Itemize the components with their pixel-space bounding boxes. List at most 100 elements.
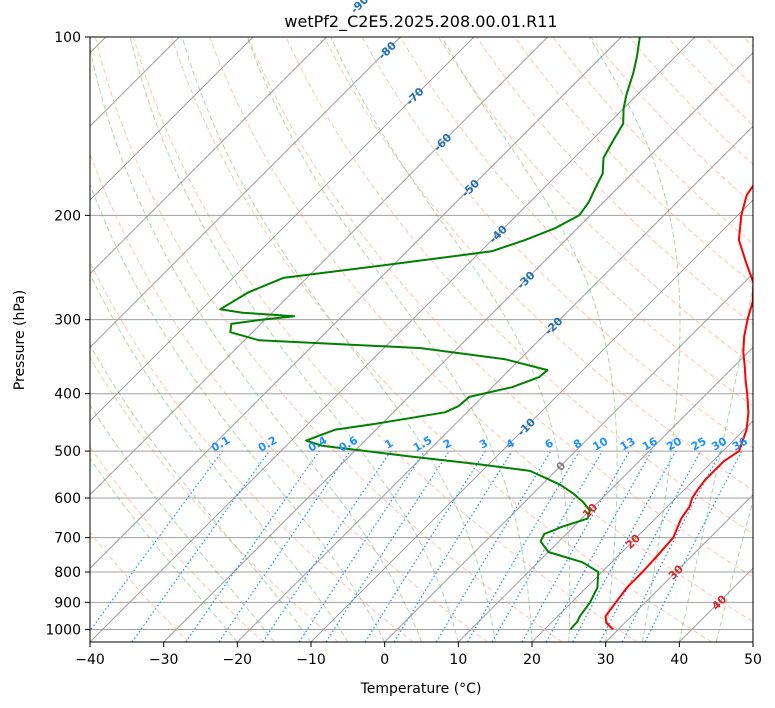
mixing-ratio-line: [325, 450, 450, 642]
isotherm-line: [457, 346, 753, 642]
isotherm-label: -60: [431, 131, 454, 154]
dry-adiabat: [90, 446, 264, 642]
dry-adiabat: [399, 37, 753, 407]
isotherm-line: [310, 199, 753, 642]
x-tick-label: −40: [75, 652, 105, 668]
dry-adiabat: [285, 37, 753, 535]
moist-adiabat: [129, 37, 459, 642]
moist-adiabat: [90, 404, 275, 642]
y-tick-label: 700: [54, 531, 81, 547]
mixing-ratio-line: [262, 450, 392, 642]
dry-adiabat: [132, 37, 638, 642]
isotherm-line: [90, 37, 254, 201]
isopleth-labels: 0.10.20.40.611.52346810131620253036-100-…: [209, 0, 750, 613]
isotherm-line: [90, 37, 328, 275]
x-tick-label: −10: [296, 652, 326, 668]
dry-adiabat: [590, 37, 753, 205]
mixing-ratio-line: [185, 450, 320, 642]
x-tick-label: −20: [223, 652, 253, 668]
isotherm-line: [163, 51, 753, 642]
y-tick-label: 900: [54, 595, 81, 611]
y-tick-label: 800: [54, 565, 81, 581]
isotherm-label: 0: [554, 459, 569, 474]
dry-adiabat: [514, 37, 753, 285]
isotherm-line: [384, 272, 753, 642]
y-tick-label: 200: [54, 208, 81, 224]
isotherm-line: [90, 37, 401, 349]
isotherm-label: -40: [487, 223, 510, 246]
isotherm-label: -80: [376, 39, 399, 62]
grid-layer: [90, 37, 753, 642]
y-tick-label: 100: [54, 30, 81, 46]
mixing-ratio-line: [90, 450, 223, 632]
plot-frame: [89, 36, 754, 643]
y-tick-label: 300: [54, 313, 81, 329]
isotherm-line: [605, 493, 753, 642]
moist-adiabat: [90, 182, 386, 642]
moist-adiabat: [90, 457, 238, 642]
dry-adiabat: [437, 37, 753, 366]
mixing-ratio-label: 1: [382, 437, 395, 452]
y-tick-label: 600: [54, 491, 81, 507]
y-tick-label: 500: [54, 444, 81, 460]
dry-adiabat: [90, 356, 339, 642]
isotherm-line: [752, 641, 753, 642]
dry-adiabat: [704, 37, 753, 87]
dry-adiabat: [247, 37, 753, 578]
x-tick-label: 10: [449, 652, 467, 668]
y-axis-title: Pressure (hPa): [12, 290, 28, 390]
isotherm-line: [90, 37, 696, 642]
isotherm-label: 10: [580, 501, 600, 521]
dry-adiabat: [209, 37, 753, 623]
moist-adiabat: [246, 37, 533, 642]
mixing-ratio-line: [521, 450, 631, 642]
mixing-ratio-line: [545, 450, 653, 642]
mixing-ratio-line: [393, 450, 513, 642]
x-tick-label: 30: [597, 652, 615, 668]
dry-adiabat: [90, 260, 414, 642]
mixing-ratio-label: 4: [504, 436, 517, 451]
sounding-profile-line: [604, 183, 753, 631]
mixing-ratio-line: [218, 450, 351, 642]
moist-adiabat: [715, 499, 753, 642]
moist-adiabat: [90, 343, 312, 642]
dry-adiabat: [94, 37, 563, 642]
moist-adiabat: [441, 37, 618, 642]
x-tick-label: 40: [670, 652, 688, 668]
dry-adiabat: [666, 37, 753, 126]
mixing-ratio-line: [131, 450, 270, 642]
dry-adiabat: [90, 152, 488, 642]
mixing-ratio-line: [644, 450, 743, 642]
mixing-ratio-label: 3: [477, 437, 490, 452]
moist-adiabat: [588, 37, 681, 642]
data-layer: [219, 37, 753, 631]
moist-adiabat: [90, 46, 422, 642]
y-tick-label: 1000: [45, 622, 81, 638]
dry-adiabat: [90, 531, 190, 642]
mixing-ratio-line: [298, 450, 425, 642]
moist-adiabat: [330, 37, 571, 642]
mixing-ratio-line: [435, 450, 552, 642]
mixing-ratio-line: [466, 450, 580, 642]
isotherm-line: [236, 125, 753, 642]
mixing-ratio-line: [572, 450, 677, 642]
mixing-ratio-line: [599, 450, 702, 642]
dry-adiabat: [476, 37, 753, 325]
isotherm-label: 40: [709, 592, 729, 612]
isotherm-label: 20: [623, 531, 643, 551]
x-tick-label: −30: [149, 652, 179, 668]
dry-adiabat: [361, 37, 753, 449]
axes: −40 −30 −20 −10 0 10 20 30 40 50 1000 900 800 700 600 5…: [45, 30, 762, 668]
isotherm-label: -10: [515, 415, 538, 438]
x-axis-title: Temperature (°C): [360, 681, 482, 697]
dry-adiabat: [171, 37, 712, 642]
isotherm-line: [531, 420, 753, 642]
x-tick-label: 50: [744, 652, 762, 668]
isotherm-line: [90, 37, 549, 496]
chart-title: wetPf2_C2E5.2025.208.00.01.R11: [284, 12, 557, 32]
moist-adiabat: [90, 272, 349, 642]
x-tick-label: 20: [523, 652, 541, 668]
isotherm-line: [90, 37, 622, 570]
